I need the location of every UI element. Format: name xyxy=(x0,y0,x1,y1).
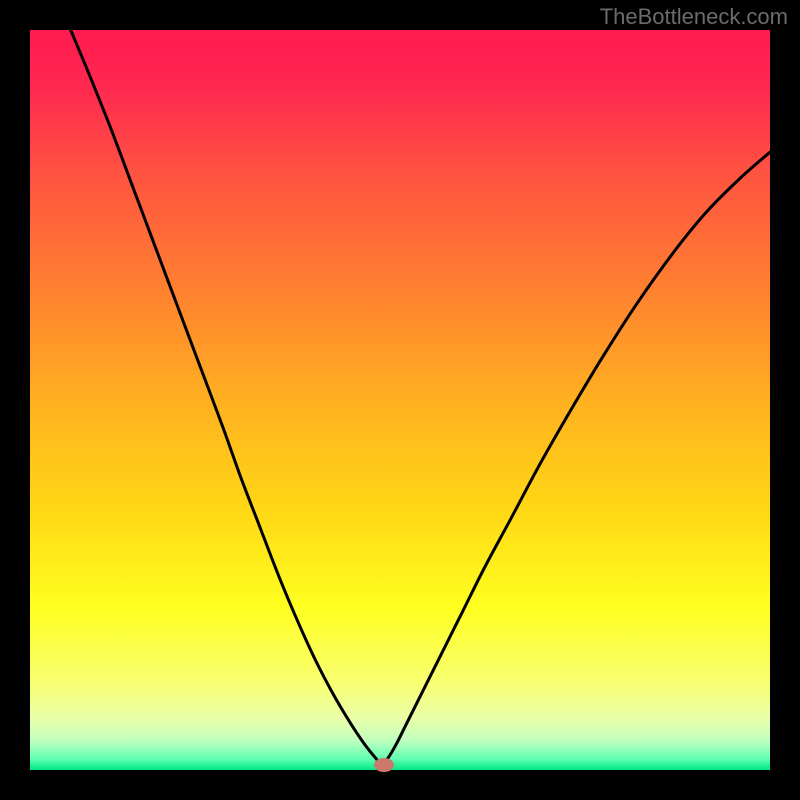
attribution-label: TheBottleneck.com xyxy=(600,4,788,30)
bottleneck-curve xyxy=(30,30,770,770)
optimal-point-marker xyxy=(374,758,394,772)
bottleneck-chart: TheBottleneck.com xyxy=(0,0,800,800)
plot-area xyxy=(30,30,770,770)
